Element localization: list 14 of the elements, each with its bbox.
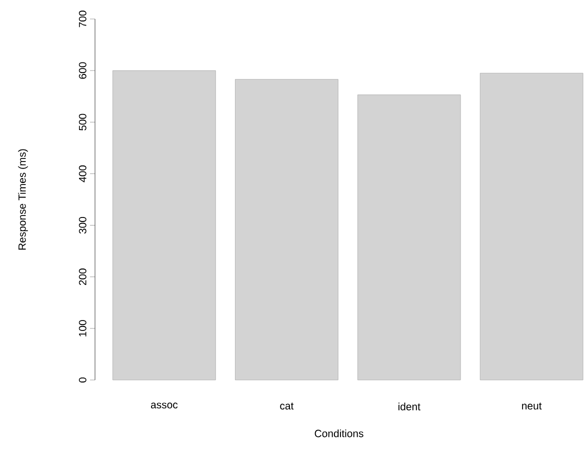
y-tick-label: 0 (78, 377, 86, 382)
y-axis-title: Response Times (ms) (18, 149, 28, 250)
y-tick-label: 700 (78, 10, 86, 28)
x-tick-label: neut (522, 402, 542, 410)
y-tick-label: 200 (78, 268, 86, 286)
y-tick-label: 400 (78, 165, 86, 182)
x-axis-title: Conditions (314, 430, 364, 438)
y-tick-label: 100 (78, 320, 86, 336)
x-tick-label: cat (280, 402, 294, 410)
x-tick-label: ident (398, 402, 420, 410)
x-tick-label: assoc (150, 402, 178, 408)
y-tick-label: 600 (78, 62, 86, 79)
y-tick-label: 300 (78, 216, 86, 234)
y-tick-label: 500 (78, 114, 86, 130)
